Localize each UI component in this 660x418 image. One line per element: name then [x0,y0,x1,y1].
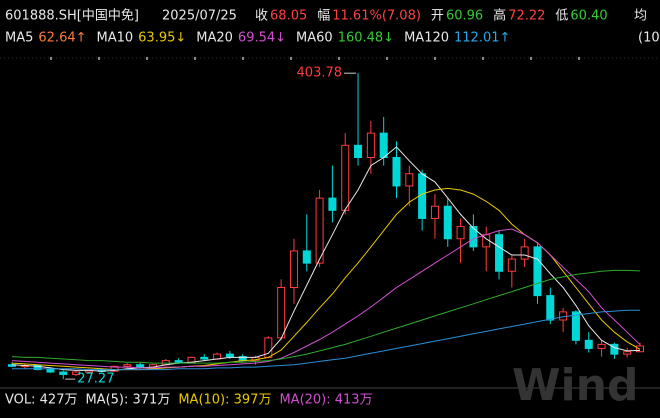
ma-value: 69.54↓ [238,31,286,46]
ma-name: MA20 [196,31,233,46]
ma-value: 160.48↓ [338,31,394,46]
chart-title: 601888.SH[中国中免] [5,9,139,24]
top-dot [242,57,244,60]
candle-body [520,246,529,260]
volume-label: MA(20): 413万 [279,393,372,408]
candle-body [443,205,452,240]
candle-body [405,173,414,187]
quote-value: 60.40 [570,9,607,24]
candle-body [559,311,568,321]
top-dot [386,57,388,60]
date: 2025/07/25 [162,9,237,24]
candle-body [136,364,145,368]
quote-value: 11.61%(7.08) [332,9,421,24]
candle-body [584,339,593,349]
quote-label: 收 [255,9,268,24]
candle-body [328,197,337,211]
top-dot [434,57,436,60]
candle-body [430,205,439,219]
ma-value: 63.95↓ [138,31,186,46]
candle-body [546,295,555,321]
ma-line [12,309,641,371]
candle-body [72,371,81,375]
overflow-text: (10 [638,31,660,46]
candle-body [354,144,363,158]
candle-body [302,250,311,264]
top-dot [578,57,580,60]
candle-body [392,157,401,187]
candle-body [225,353,234,358]
candle-body [571,311,580,341]
ma-name: MA10 [97,31,134,46]
ma-line [11,269,641,364]
candle-body [46,369,55,373]
candle-body [366,132,375,158]
candle-body [533,246,542,297]
volume-label: MA(5): 371万 [85,393,170,408]
candle-body [597,343,606,349]
min-annotation: 27.27 [77,372,114,387]
candle-body [341,144,350,211]
volume-label: MA(10): 397万 [178,393,271,408]
top-dot [98,57,100,60]
top-dot [50,57,52,60]
candle-body [469,226,478,248]
candle-body [507,258,516,272]
candle-body [200,356,209,360]
top-dot [482,57,484,60]
quote-label: 高 [493,8,506,24]
candle-body [289,250,298,288]
top-dot [146,57,148,60]
max-annotation: 403.78 [297,66,343,81]
candle-body [277,287,286,339]
quote-label: 低 [555,9,568,24]
ma-value: 112.01↑ [454,31,510,46]
ma-name: MA5 [5,31,33,46]
top-dot [530,57,532,60]
candle-body [123,364,132,367]
avg-label: 均 [634,9,647,24]
volume-label: VOL: 427万 [5,393,77,408]
watermark: Wind [512,360,638,411]
quote-value: 60.96 [446,9,483,24]
candle-body [315,197,324,264]
ma-name: MA60 [296,31,333,46]
candle-body [610,343,619,355]
candle-body [33,365,42,371]
ma-line [11,146,641,372]
quote-value: 72.22 [508,9,545,24]
candle-body [623,351,632,355]
quote-label: 开 [431,9,444,24]
ma-value: 62.64↑ [38,31,86,46]
quote-value: 68.05 [270,9,307,24]
candle-body [456,226,465,240]
candle-body [174,360,183,363]
top-dot [194,57,196,60]
candle-body [8,364,16,367]
top-dot [290,57,292,60]
candle-body [59,371,68,375]
top-dot [338,57,340,60]
ma-name: MA120 [404,31,449,46]
quote-label: 幅 [317,9,330,24]
candle-body [110,365,119,372]
candle-body [495,234,504,272]
ma-line [11,228,641,369]
candle-body [379,132,388,158]
